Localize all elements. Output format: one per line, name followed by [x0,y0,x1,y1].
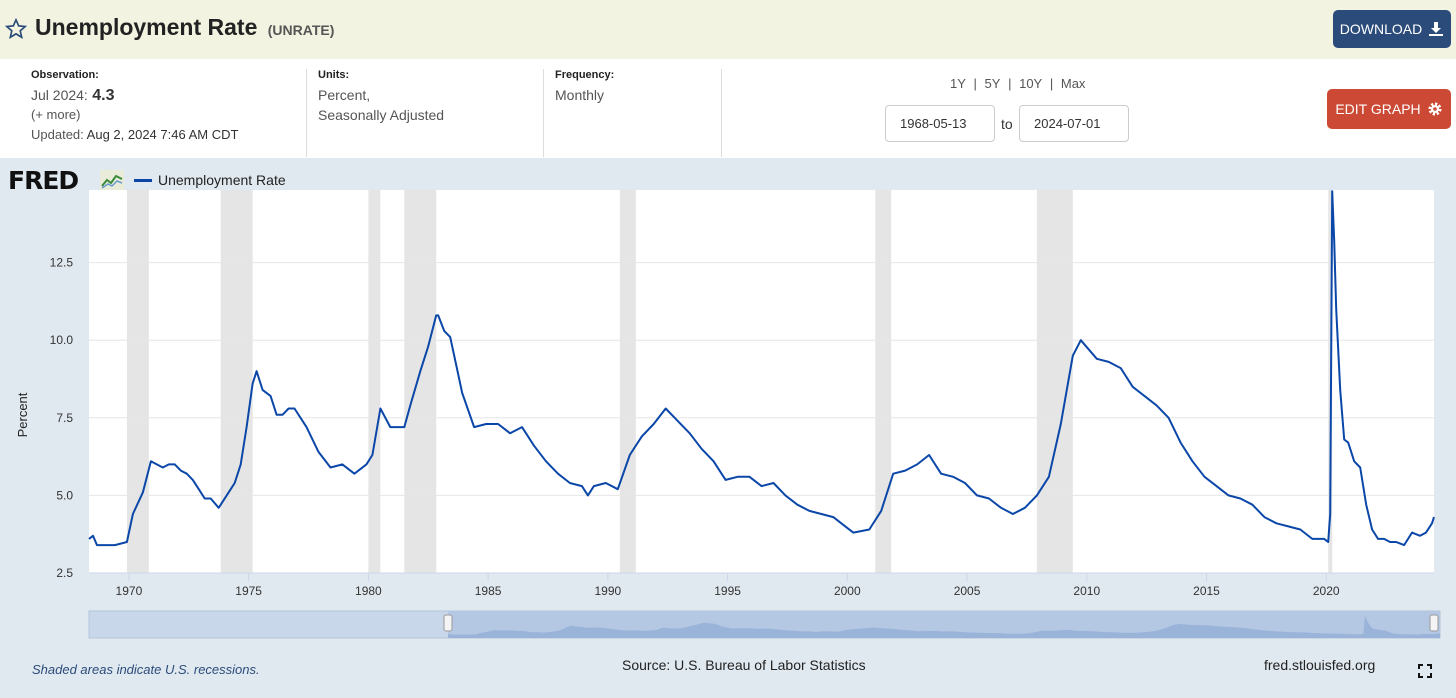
x-tick-label: 2020 [1313,584,1340,598]
recession-band [619,190,636,573]
observation-row: Jul 2024: 4.3 [31,85,301,105]
divider [543,69,544,157]
gear-icon [1428,102,1442,116]
y-tick-label: 5.0 [56,488,73,502]
range-5y[interactable]: 5Y [984,76,1001,91]
info-panel: Observation: Jul 2024: 4.3 (+ more) Upda… [0,59,1456,158]
fred-chart-icon [100,170,124,190]
series-id: (UNRATE) [267,22,335,38]
x-tick-label: 2015 [1193,584,1220,598]
x-tick-label: 1990 [594,584,621,598]
range-1y[interactable]: 1Y [950,76,966,91]
x-tick-label: 1975 [235,584,262,598]
x-tick-label: 2000 [834,584,861,598]
x-tick-label: 1985 [475,584,502,598]
chart-legend: Unemployment Rate [134,172,286,188]
y-tick-label: 7.5 [56,411,73,425]
plot-area [89,190,1434,573]
range-separator: | [1008,76,1012,91]
observation-block: Observation: Jul 2024: 4.3 (+ more) Upda… [31,69,301,157]
x-tick-label: 1980 [355,584,382,598]
units-block: Units: Percent, Seasonally Adjusted [318,69,538,157]
updated-row: Updated: Aug 2, 2024 7:46 AM CDT [31,125,301,145]
recession-band [404,190,437,573]
navigator-series [448,616,1440,638]
x-tick-label: 2010 [1073,584,1100,598]
fullscreen-icon[interactable] [1418,664,1432,678]
units-line2: Seasonally Adjusted [318,107,445,123]
recession-band [368,190,381,573]
observation-label: Observation: [31,69,99,81]
frequency-value: Monthly [555,87,605,103]
recession-band [1036,190,1073,573]
recession-band [126,190,149,573]
range-separator: | [1049,76,1054,91]
observation-value: 4.3 [92,87,115,104]
navigator-handle[interactable] [443,614,453,632]
edit-graph-button[interactable]: EDIT GRAPH [1327,89,1451,129]
range-max[interactable]: Max [1060,76,1086,91]
end-date-input[interactable]: 2024-07-01 [1019,105,1129,142]
more-link[interactable]: (+ more) [31,107,81,122]
range-10y[interactable]: 10Y [1019,76,1043,91]
site-link[interactable]: fred.stlouisfed.org [1264,657,1376,673]
x-tick-label: 2005 [954,584,981,598]
download-icon [1429,22,1444,36]
observation-period: Jul 2024: [31,87,88,103]
y-tick-label: 15.0 [50,190,74,192]
start-date-input[interactable]: 1968-05-13 [885,105,995,142]
range-separator: | [973,76,977,91]
source-text[interactable]: Source: U.S. Bureau of Labor Statistics [622,657,866,673]
updated-label: Updated: [31,127,84,142]
star-icon[interactable] [5,18,27,40]
series-line-unemployment-rate [88,190,1435,547]
divider [306,69,307,157]
title-bar: Unemployment Rate (UNRATE) DOWNLOAD [0,0,1456,59]
navigator-handle[interactable] [1429,614,1439,632]
date-to-label: to [1001,116,1013,132]
range-selector: 1Y | 5Y | 10Y | Max [948,76,1087,91]
edit-graph-label: EDIT GRAPH [1335,101,1421,117]
y-tick-label: 2.5 [56,566,73,580]
y-tick-label: 12.5 [50,256,74,270]
x-tick-label: 1995 [714,584,741,598]
line-chart: 2.5 5.0 7.5 10.0 12.5 15.0 1970 1975 1980 1985 19… [15,190,1441,639]
updated-value: Aug 2, 2024 7:46 AM CDT [86,127,239,142]
units-line1: Percent, [318,87,371,103]
recession-note: Shaded areas indicate U.S. recessions. [32,662,260,677]
legend-swatch [134,178,152,182]
fred-logo: FRED [8,166,79,195]
legend-label: Unemployment Rate [158,172,286,188]
y-axis-label: Percent [15,392,30,437]
frequency-block: Frequency: Monthly [555,69,715,157]
divider [721,69,722,157]
frequency-label: Frequency: [555,69,615,81]
recession-band [875,190,892,573]
download-label: DOWNLOAD [1339,21,1423,37]
y-tick-label: 10.0 [50,333,74,347]
x-tick-label: 1970 [116,584,143,598]
download-button[interactable]: DOWNLOAD [1333,10,1451,48]
series-title: Unemployment Rate [35,14,258,40]
recession-band [220,190,253,573]
units-label: Units: [318,69,350,81]
page-title: Unemployment Rate (UNRATE) [35,14,334,41]
